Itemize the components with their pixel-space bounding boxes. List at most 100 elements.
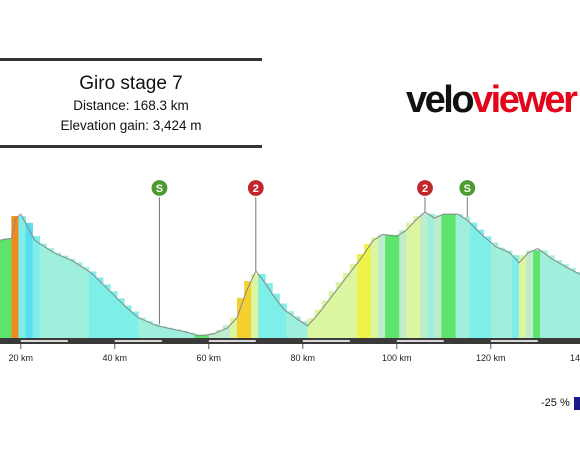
gradient-bar	[244, 281, 252, 338]
distance-bar-stripe	[114, 340, 162, 342]
gradient-bar	[96, 277, 104, 338]
gradient-bar	[519, 255, 527, 338]
gradient-bar	[145, 320, 153, 338]
gradient-bar	[81, 266, 90, 338]
x-tick-label: 80 km	[291, 353, 316, 363]
marker-label: 2	[253, 183, 259, 195]
gradient-bar	[180, 330, 189, 338]
gradient-bar	[568, 268, 576, 338]
gradient-bar	[349, 263, 358, 338]
distance-bar-stripe	[20, 340, 68, 342]
logo-part-velo: velo	[406, 79, 475, 121]
x-tick-label: 140 km	[570, 353, 580, 363]
gradient-bar	[237, 297, 245, 338]
distance-bar	[0, 338, 580, 344]
x-tick-label: 20 km	[9, 353, 34, 363]
distance-bar-stripe	[302, 340, 350, 342]
gradient-bar	[293, 316, 301, 338]
gradient-legend-swatch	[574, 397, 580, 410]
gradient-legend-label: -25 %	[541, 397, 570, 409]
distance-bar-stripe	[490, 340, 538, 342]
gradient-bar	[4, 238, 12, 338]
gradient-bar	[392, 234, 400, 338]
gradient-bar	[476, 229, 485, 338]
gradient-bar	[434, 215, 442, 338]
stage-distance: Distance: 168.3 km	[73, 98, 189, 113]
gradient-bar	[166, 327, 174, 338]
gradient-bar	[406, 222, 414, 338]
gradient-bar	[53, 252, 62, 338]
marker-label: 2	[422, 183, 428, 195]
gradient-bar	[286, 311, 294, 338]
climb-marker-icon	[246, 178, 265, 198]
gradient-bar	[159, 326, 167, 338]
x-tick-label: 40 km	[103, 353, 128, 363]
gradient-bar	[455, 214, 464, 338]
gradient-bar	[265, 283, 273, 338]
sprint-marker-icon	[458, 178, 477, 198]
gradient-bar	[173, 329, 181, 338]
gradient-bar	[483, 236, 492, 338]
gradient-bar	[504, 250, 513, 338]
gradient-bar	[342, 273, 351, 338]
stage-info-box: Giro stage 7 Distance: 168.3 km Elevatio…	[0, 58, 262, 148]
gradient-bar	[25, 222, 33, 338]
gradient-bar	[251, 274, 259, 338]
gradient-bar	[547, 255, 555, 338]
gradient-bar	[512, 255, 520, 338]
gradient-bar	[258, 274, 266, 338]
gradient-bar	[103, 284, 111, 338]
gradient-bar	[561, 264, 569, 338]
logo-part-viewer: viewer	[472, 79, 578, 121]
gradient-bar	[272, 293, 280, 338]
gradient-bar	[208, 332, 217, 338]
gradient-bar	[469, 222, 478, 338]
gradient-bar	[399, 230, 407, 338]
gradient-bar	[60, 255, 69, 338]
gradient-bar	[314, 309, 323, 338]
gradient-bar	[490, 242, 499, 338]
gradient-bar	[222, 325, 231, 338]
x-tick-label: 100 km	[382, 353, 412, 363]
gradient-bar	[32, 236, 40, 338]
gradient-bar	[575, 272, 580, 338]
sprint-marker-icon	[150, 178, 169, 198]
gradient-bar	[497, 247, 506, 338]
gradient-bar	[215, 329, 224, 338]
gradient-bar	[117, 298, 125, 338]
gradient-bar	[307, 318, 315, 338]
stage-title: Giro stage 7	[79, 73, 183, 94]
gradient-bar	[18, 216, 26, 338]
distance-bar-stripe	[396, 340, 444, 342]
gradient-bar	[124, 305, 132, 338]
gradient-bar	[356, 254, 365, 338]
distance-bar-stripe	[208, 340, 256, 342]
gradient-bar	[413, 216, 421, 338]
gradient-bar	[131, 311, 139, 338]
gradient-bar	[0, 239, 5, 338]
gradient-bar	[335, 282, 344, 338]
gradient-bar	[441, 214, 449, 338]
gradient-bar	[89, 271, 97, 338]
gradient-bar	[554, 260, 562, 338]
gradient-bar	[201, 334, 210, 338]
x-tick-label: 60 km	[197, 353, 222, 363]
gradient-bar	[427, 213, 435, 338]
gradient-bar	[448, 214, 456, 338]
gradient-bar	[385, 234, 393, 338]
x-tick-label: 120 km	[476, 353, 506, 363]
gradient-bar	[420, 213, 428, 338]
veloviewer-logo: veloviewer	[406, 78, 578, 122]
gradient-bar	[39, 243, 47, 338]
marker-label: S	[156, 183, 163, 195]
gradient-bar	[230, 317, 238, 338]
gradient-bar	[363, 243, 372, 338]
gradient-bar	[46, 248, 55, 338]
gradient-bar	[138, 317, 146, 338]
gradient-bar	[187, 332, 196, 338]
gradient-bar	[194, 334, 203, 338]
gradient-bar	[462, 217, 471, 338]
profile-outline	[0, 211, 580, 337]
gradient-bar	[370, 237, 379, 338]
gradient-bar	[540, 250, 548, 338]
